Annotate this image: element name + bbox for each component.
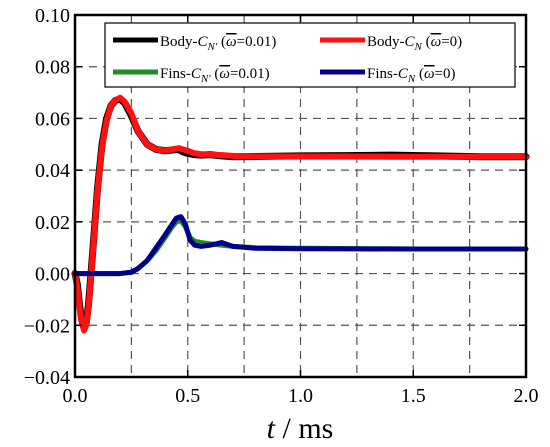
x-tick-label: 0.0	[63, 385, 88, 407]
x-axis-label-var: t	[267, 412, 276, 445]
x-axis-label-sep: /	[275, 412, 298, 445]
x-axis-label-unit: ms	[298, 412, 333, 445]
y-tick-label: −0.02	[24, 315, 70, 337]
legend: Body-CN′ (ω=0.01) Body-CN (ω=0) Fins-CN′…	[104, 22, 516, 88]
x-tick-label: 0.5	[175, 385, 200, 407]
y-tick-label: 0.10	[35, 5, 70, 27]
legend-entry-body-cn: Body-CN (ω=0)	[320, 34, 462, 53]
x-tick-label: 2.0	[514, 385, 539, 407]
series-group	[71, 94, 530, 334]
y-tick-label: 0.04	[35, 160, 70, 182]
x-tick-labels: 0.0 0.5 1.0 1.5 2.0	[63, 385, 539, 407]
legend-label: Fins-CN′ (ω=0.01)	[160, 66, 270, 85]
x-axis-label: t / ms	[267, 412, 334, 445]
y-tick-label: 0.08	[35, 57, 70, 79]
legend-label: Fins-CN (ω=0)	[367, 66, 456, 85]
y-tick-label: 0.06	[35, 108, 70, 130]
y-tick-labels: −0.04 −0.02 0.00 0.02 0.04 0.06 0.08 0.10	[24, 5, 70, 389]
x-tick-label: 1.5	[401, 385, 426, 407]
y-tick-label: 0.02	[35, 212, 70, 234]
series-line-body-cn	[72, 94, 529, 334]
legend-entry-fins-cn-prime: Fins-CN′ (ω=0.01)	[113, 66, 270, 85]
legend-entry-body-cn-prime: Body-CN′ (ω=0.01)	[113, 34, 276, 53]
legend-entry-fins-cn: Fins-CN (ω=0)	[320, 66, 456, 85]
legend-box	[104, 22, 516, 88]
legend-label: Body-CN′ (ω=0.01)	[160, 34, 276, 53]
axis-ticks	[74, 14, 527, 378]
series-line-fins-cn	[72, 214, 529, 277]
legend-label: Body-CN (ω=0)	[367, 34, 462, 53]
x-tick-label: 1.0	[288, 385, 313, 407]
y-tick-label: 0.00	[35, 264, 70, 286]
y-tick-label: −0.04	[24, 367, 70, 389]
